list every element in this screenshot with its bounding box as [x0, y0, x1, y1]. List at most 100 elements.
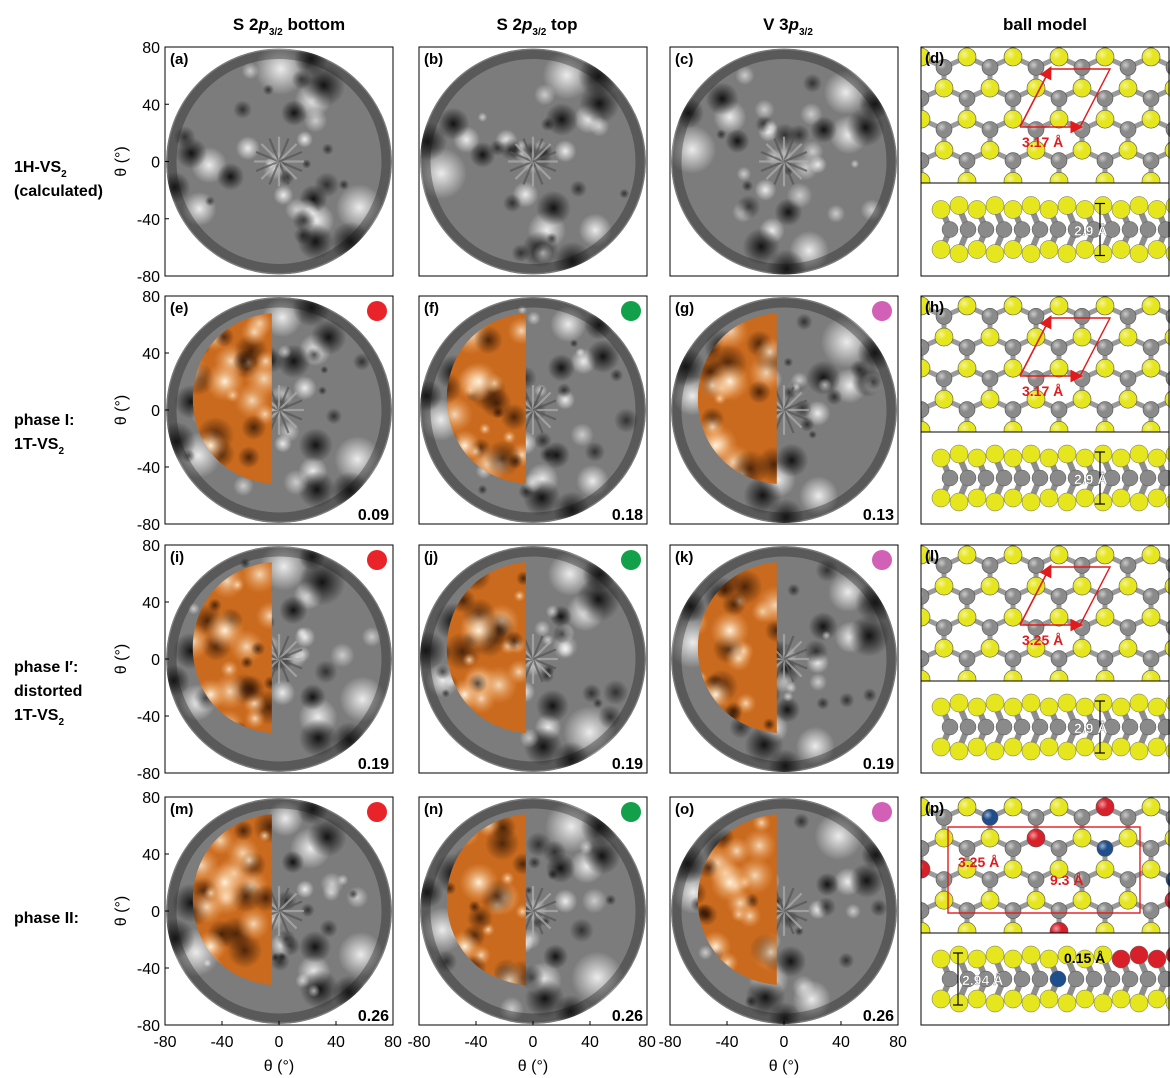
layer-thickness-label: 2.9 Å: [1074, 471, 1107, 487]
row-label-2-line-2: 1T-VS2: [14, 436, 64, 457]
y-tick-label: 40: [142, 847, 160, 864]
panel-tag: (n): [424, 801, 443, 818]
panel-c: (c): [669, 46, 899, 277]
y-tick-label: -80: [137, 766, 160, 783]
top-view: 3.25 Å 9.3 Å (p): [921, 797, 1170, 933]
x-tick-label: 0: [275, 1034, 284, 1051]
y-tick-label: 0: [151, 904, 160, 921]
top-view: 3.17 Å (h): [921, 296, 1170, 432]
side-view: 2.9 Å: [921, 432, 1170, 524]
panel-f: (f) 0.18: [418, 295, 648, 525]
ball-model-l: 3.25 Å (l) 2.9 Å: [920, 544, 1170, 774]
x-tick-label: 0: [780, 1034, 789, 1051]
y-tick-label: 40: [142, 97, 160, 114]
color-dot: [872, 550, 892, 570]
x-tick-label: -40: [464, 1034, 487, 1051]
panel-n: (n) 0.26: [418, 796, 648, 1026]
x-tick-label: -40: [210, 1034, 233, 1051]
ball-model-p: 3.25 Å 9.3 Å (p) 2.94 Å 0.15 Å: [920, 796, 1170, 1026]
color-dot: [621, 301, 641, 321]
y-tick-label: 0: [151, 403, 160, 420]
column-header-4: ball model: [1003, 15, 1087, 34]
r-factor-value: 0.19: [612, 756, 643, 773]
x-axis-label: θ (°): [264, 1058, 294, 1075]
x-tick-label: -80: [407, 1034, 430, 1051]
r-factor-value: 0.26: [358, 1008, 389, 1025]
color-dot: [872, 301, 892, 321]
y-axis-label: θ (°): [113, 395, 130, 425]
top-view: 3.25 Å (l): [921, 545, 1170, 681]
x-tick-label: -80: [658, 1034, 681, 1051]
row-label-4-line-1: phase II:: [14, 910, 79, 927]
x-tick-label: 40: [832, 1034, 850, 1051]
diffraction-pattern: [671, 297, 897, 523]
layer-thickness-label: 2.9 Å: [1074, 223, 1107, 239]
side-view: 2.94 Å 0.15 Å: [921, 933, 1170, 1025]
column-header-1: S 2p3/2 bottom: [233, 15, 345, 38]
panel-b: (b): [418, 46, 648, 277]
y-tick-label: -80: [137, 517, 160, 534]
y-tick-label: 80: [142, 289, 160, 306]
lattice-constant-label: 3.17 Å: [1022, 134, 1063, 150]
y-tick-label: -80: [137, 269, 160, 286]
panel-tag: (h): [925, 299, 944, 316]
x-tick-label: -80: [153, 1034, 176, 1051]
y-tick-label: -40: [137, 709, 160, 726]
panel-tag: (o): [675, 801, 694, 818]
diffraction-pattern: [671, 48, 897, 275]
panel-tag: (p): [925, 800, 944, 817]
color-dot: [872, 802, 892, 822]
diffraction-pattern: [420, 48, 646, 275]
r-factor-value: 0.13: [863, 507, 894, 524]
y-axis-label: θ (°): [113, 896, 130, 926]
column-header-2: S 2p3/2 top: [497, 15, 578, 38]
panel-tag: (b): [424, 51, 443, 68]
diffraction-pattern: [420, 798, 646, 1024]
y-tick-label: 40: [142, 346, 160, 363]
lattice-constant-label: 3.17 Å: [1022, 383, 1063, 399]
y-tick-label: 0: [151, 155, 160, 172]
lattice-constant-label: 3.25 Å: [958, 854, 999, 870]
x-axis-label: θ (°): [518, 1058, 548, 1075]
panel-tag: (c): [675, 51, 693, 68]
row-label-1-line-2: (calculated): [14, 183, 103, 200]
panel-k: (k) 0.19: [669, 544, 899, 774]
supercell-label: 9.3 Å: [1050, 872, 1083, 888]
ball-model-h: 3.17 Å (h) 2.9 Å: [920, 295, 1170, 525]
panel-o: (o) 0.26: [669, 796, 899, 1026]
top-view: 3.17 Å (d): [921, 47, 1170, 183]
r-factor-value: 0.09: [358, 507, 389, 524]
panel-tag: (d): [925, 50, 944, 67]
r-factor-value: 0.26: [612, 1008, 643, 1025]
y-tick-label: 80: [142, 790, 160, 807]
side-view: 2.9 Å: [921, 681, 1170, 773]
r-factor-value: 0.26: [863, 1008, 894, 1025]
side-view: 2.9 Å: [921, 183, 1170, 276]
row-label-2-line-1: phase I:: [14, 412, 74, 429]
x-axis-label: θ (°): [769, 1058, 799, 1075]
diffraction-pattern: [166, 798, 392, 1024]
r-factor-value: 0.19: [863, 756, 894, 773]
experimental-overlay: [446, 814, 526, 986]
panel-i: (i) 0.19 80 40 0 -40 -80 θ (°): [113, 538, 394, 783]
r-factor-value: 0.19: [358, 756, 389, 773]
x-tick-label: 0: [529, 1034, 538, 1051]
panel-e: (e) 0.09 80 40 0 -40 -80 θ (°): [113, 289, 394, 534]
y-tick-label: -80: [137, 1018, 160, 1035]
panel-m: (m) 0.26 80 40 0 -40 -80 θ (°): [113, 790, 394, 1035]
diffraction-pattern: [166, 48, 392, 275]
x-tick-label: 40: [581, 1034, 599, 1051]
x-tick-label: 40: [327, 1034, 345, 1051]
y-axis-label: θ (°): [113, 146, 130, 176]
panel-tag: (l): [925, 548, 939, 565]
color-dot: [621, 550, 641, 570]
layer-thickness-label: 2.9 Å: [1074, 720, 1107, 736]
y-tick-label: 80: [142, 40, 160, 57]
ball-model-d: 3.17 Å (d) 2.9 Å: [920, 46, 1170, 277]
y-tick-label: -40: [137, 961, 160, 978]
panel-tag: (e): [170, 300, 188, 317]
y-tick-label: 40: [142, 595, 160, 612]
distortion-label: 0.15 Å: [1064, 950, 1105, 966]
r-factor-value: 0.18: [612, 507, 643, 524]
experimental-overlay: [446, 562, 526, 734]
